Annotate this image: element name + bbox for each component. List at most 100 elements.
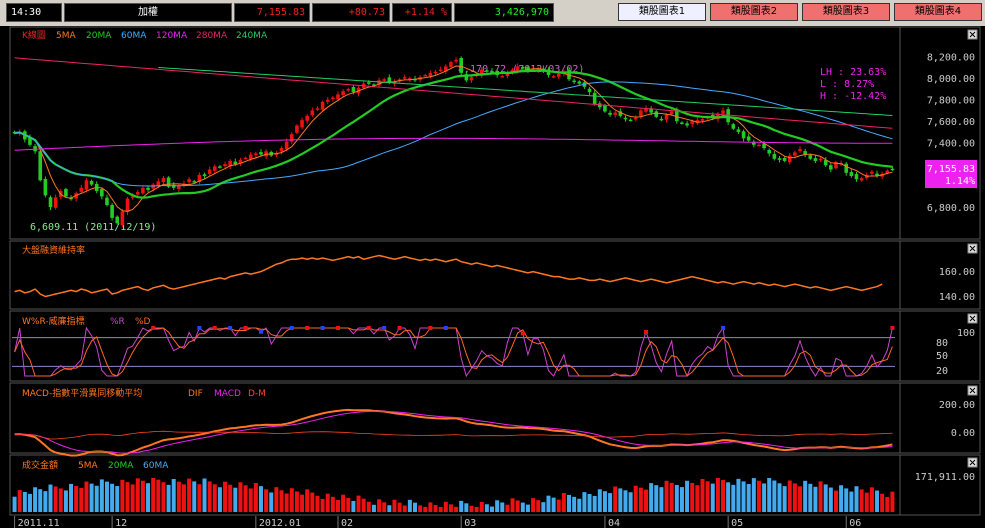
panel-close-button[interactable] <box>967 457 978 468</box>
legend-60ma: 60MA <box>121 31 147 41</box>
volume-bar <box>787 480 792 512</box>
volume-bar <box>335 500 340 512</box>
x-tick-label: 2011.11 <box>18 518 60 528</box>
volume-bar <box>361 498 366 512</box>
candle-body <box>685 123 689 126</box>
candle-body <box>798 149 802 152</box>
panel-close-buttons[interactable] <box>967 29 978 468</box>
volume-bar <box>12 496 17 512</box>
volume-bar <box>515 500 520 512</box>
wr-marker <box>289 326 294 330</box>
candle-body <box>675 109 679 122</box>
candle-body <box>767 149 772 154</box>
x-tick-label: 02 <box>341 518 353 528</box>
candle-body <box>387 77 392 83</box>
panel-close-button[interactable] <box>967 29 978 40</box>
candle-body <box>233 161 238 165</box>
candle-body <box>372 84 376 86</box>
volume-bar <box>192 481 197 512</box>
volume-bar <box>351 500 356 512</box>
wd-series <box>14 327 893 377</box>
candle-body <box>135 192 140 195</box>
candle-body <box>818 158 823 161</box>
quote-toolbar: 14:30 加權 7,155.83 +80.73 +1.14 % 3,426,9… <box>0 0 985 26</box>
volume-bar <box>577 498 582 512</box>
volume-bar <box>99 479 104 512</box>
legend-vol-20ma: 20MA <box>108 461 134 471</box>
wr-marker <box>151 326 156 330</box>
wr-marker <box>228 326 233 330</box>
volume-bar <box>433 505 438 512</box>
candle-body <box>28 137 32 145</box>
volume-title: 成交金額 <box>22 459 58 471</box>
volume-bar <box>289 488 294 512</box>
candle-body <box>536 68 541 71</box>
panel-close-button[interactable] <box>967 385 978 396</box>
volume-bar <box>597 489 602 512</box>
candle-body <box>120 211 125 226</box>
tab-sector-chart-2[interactable]: 類股圖表2 <box>710 3 798 21</box>
volume-bar <box>156 479 161 512</box>
volume-bar <box>371 504 376 512</box>
volume-bar <box>469 505 474 512</box>
candle-body <box>223 164 227 167</box>
volume-bar <box>813 486 818 512</box>
volume-bar <box>274 487 279 512</box>
volume-bar <box>392 499 397 512</box>
volume-bar <box>777 483 782 512</box>
info-l: L : 8.27% <box>820 79 874 90</box>
wr-marker <box>382 326 387 330</box>
candle-body <box>300 120 304 128</box>
volume-bar <box>479 501 484 512</box>
candle-body <box>757 144 761 147</box>
candle-body <box>38 151 43 181</box>
legend-wr: %R <box>110 317 125 327</box>
macd-title: MACD-指數平滑異同移動平均 <box>22 387 142 399</box>
volume-bar <box>880 493 885 512</box>
volume-bar <box>839 485 844 512</box>
volume-panel: 成交金額 5MA 20MA 60MA 171,911.00 <box>12 459 975 512</box>
volume-bar <box>782 486 787 512</box>
wr-series <box>14 326 893 378</box>
volume-bar <box>792 483 797 512</box>
panel-close-button[interactable] <box>967 243 978 254</box>
volume-bar <box>377 499 382 512</box>
margin-ratio-line <box>14 254 883 298</box>
volume-bar <box>120 479 125 512</box>
volume-bar <box>751 478 756 512</box>
wr-ytick-100: 100 <box>957 328 975 339</box>
candle-body <box>669 111 674 115</box>
volume-bar <box>448 504 453 512</box>
ma280-line <box>14 57 893 129</box>
legend-120ma: 120MA <box>156 31 188 41</box>
panel-close-button[interactable] <box>967 313 978 324</box>
volume-bar <box>74 485 79 512</box>
candle-body <box>207 169 212 175</box>
candle-body <box>556 73 561 77</box>
volume-bar <box>258 486 263 512</box>
tab-sector-chart-4[interactable]: 類股圖表4 <box>894 3 982 21</box>
candle-body <box>289 134 294 142</box>
candle-body <box>449 62 453 68</box>
tab-sector-chart-3[interactable]: 類股圖表3 <box>802 3 890 21</box>
candle-body <box>243 157 248 160</box>
legend-20ma: 20MA <box>86 31 112 41</box>
candle-body <box>248 154 253 160</box>
x-tick-label: 03 <box>464 518 476 528</box>
candle-body <box>726 109 730 123</box>
tab-sector-chart-1[interactable]: 類股圖表1 <box>618 3 706 21</box>
volume-bar <box>217 487 222 512</box>
volume-bar <box>310 492 315 512</box>
margin-ratio-series <box>14 254 883 298</box>
volume-bar <box>423 506 428 512</box>
candle-body <box>659 118 664 121</box>
candle-body <box>259 152 263 155</box>
volume-bar <box>407 499 412 512</box>
candle-body <box>870 171 874 174</box>
volume-bar <box>623 490 628 512</box>
stock-chart-area[interactable]: K線圖 5MA 20MA 60MA 120MA 280MA 240MA 8,17… <box>0 26 985 528</box>
candle-body <box>849 172 854 176</box>
candle-body <box>829 165 833 170</box>
volume-bar <box>294 491 299 512</box>
volume-bar <box>875 490 880 512</box>
